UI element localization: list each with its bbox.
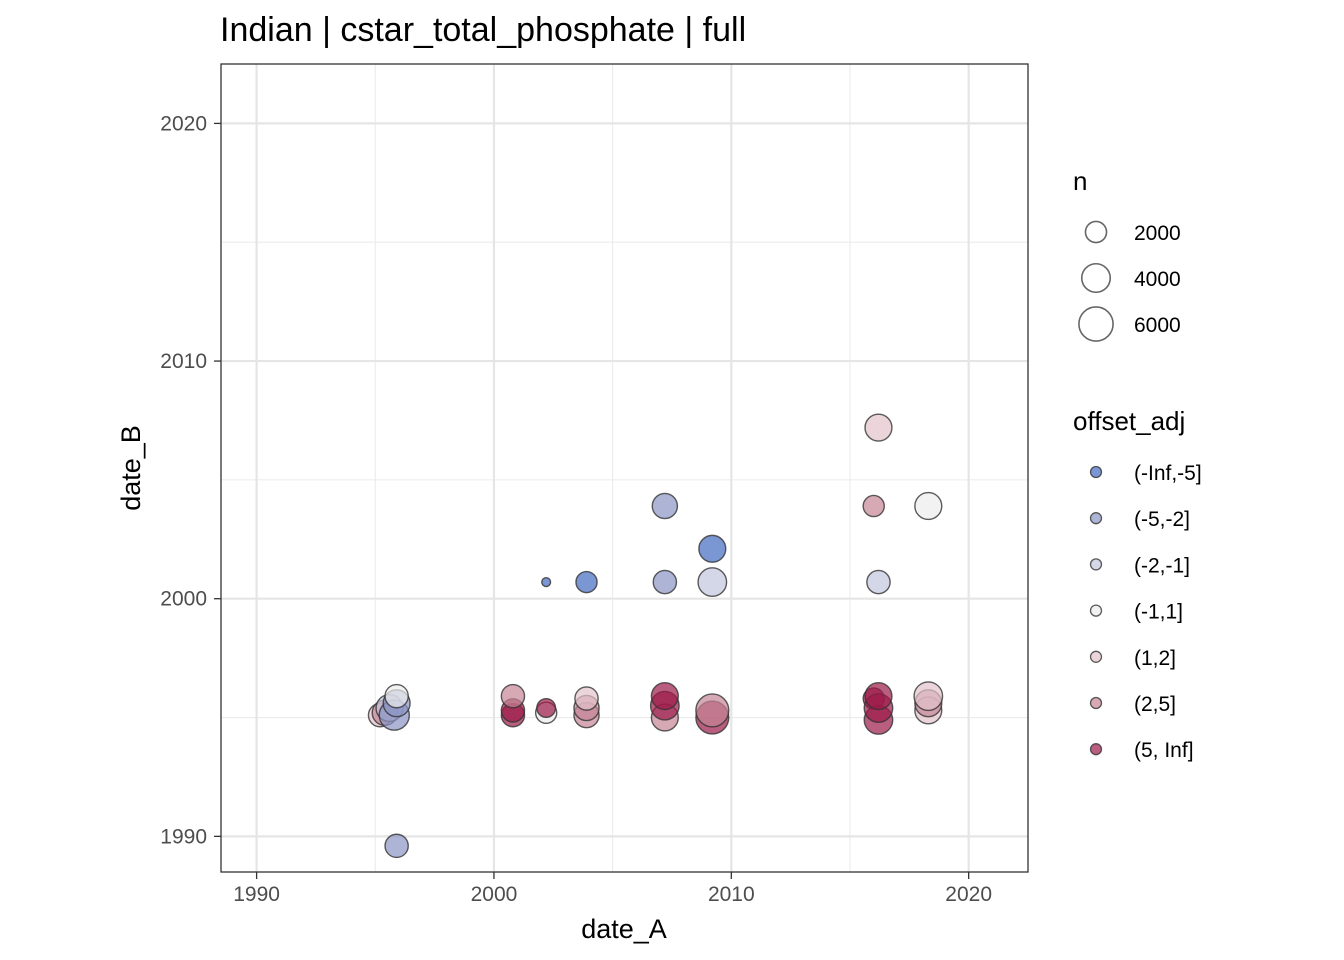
data-point [864, 413, 893, 442]
data-point [384, 833, 409, 859]
data-point [864, 682, 893, 711]
data-point [384, 683, 409, 709]
size-legend-key [1078, 306, 1114, 342]
data-point [913, 681, 944, 712]
data-point [914, 491, 943, 521]
color-legend-label: (-5,-2] [1134, 508, 1190, 531]
plot-background [221, 64, 1028, 872]
size-legend-label: 2000 [1134, 222, 1181, 245]
size-legend-label: 4000 [1134, 268, 1181, 291]
color-legend: offset_adj (-Inf,-5] (-5,-2] (-2,-1] (-1,1]… [1073, 406, 1202, 762]
data-point [695, 693, 730, 728]
color-legend-key [1089, 604, 1103, 617]
chart-title: Indian | cstar_total_phosphate | full [220, 11, 746, 49]
data-point [862, 494, 885, 518]
color-legend-label: (5, Inf] [1134, 739, 1194, 762]
size-legend-title: n [1073, 166, 1087, 196]
points-layer [367, 413, 944, 859]
color-legend-label: (-Inf,-5] [1134, 462, 1202, 485]
size-legend-key [1084, 220, 1108, 244]
data-point [698, 534, 727, 563]
color-legend-key [1089, 650, 1103, 663]
color-legend-label: (-2,-1] [1134, 554, 1190, 577]
data-point [574, 686, 599, 711]
y-tick-label: 2010 [160, 350, 207, 373]
x-tick-label: 2010 [708, 883, 755, 906]
color-legend-key [1089, 696, 1103, 710]
size-legend: n 2000 4000 6000 [1073, 166, 1181, 342]
color-legend-label: (1,2] [1134, 647, 1176, 670]
color-legend-key [1089, 465, 1103, 479]
y-tick-label: 2000 [160, 588, 207, 611]
size-legend-key [1080, 262, 1112, 294]
plot-panel-border [220, 63, 1029, 873]
color-legend-label: (2,5] [1134, 693, 1176, 716]
color-legend-key [1089, 558, 1103, 571]
color-legend-label: (-1,1] [1134, 601, 1183, 624]
y-axis-label: date_B [116, 425, 146, 511]
color-legend-key [1089, 512, 1103, 525]
y-tick-label: 1990 [160, 825, 207, 848]
grid-major [221, 64, 1028, 872]
data-point [536, 697, 557, 719]
x-tick-label: 2000 [471, 883, 518, 906]
size-legend-label: 6000 [1134, 314, 1181, 337]
data-point [651, 492, 679, 520]
x-axis: 1990 2000 2010 2020 [233, 872, 992, 906]
data-point [652, 569, 678, 595]
y-axis: 1990 2000 2010 2020 [160, 112, 221, 848]
data-point [541, 576, 552, 588]
color-legend-title: offset_adj [1073, 406, 1185, 436]
x-tick-label: 2020 [945, 883, 992, 906]
grid-minor [221, 64, 1028, 872]
data-point [697, 567, 728, 598]
data-point [650, 682, 679, 711]
x-axis-label: date_A [581, 914, 667, 944]
y-tick-label: 2020 [160, 112, 207, 135]
data-point [866, 569, 891, 595]
data-point [500, 683, 526, 709]
color-legend-key [1089, 743, 1103, 756]
x-tick-label: 1990 [233, 883, 280, 906]
data-point [575, 570, 598, 594]
